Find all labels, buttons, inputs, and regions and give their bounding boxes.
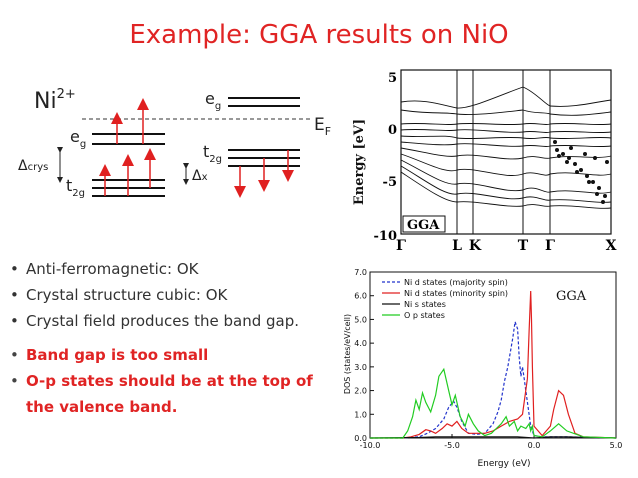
bullet-item: Anti-ferromagnetic: OK [10,258,340,284]
dos-ylabel: DOS (states/eV/cell) [343,314,352,394]
kpoint-label: T [518,238,529,254]
dos-series-line [370,290,617,439]
dos-legend-label: O p states [404,311,445,320]
bullet-item: Crystal structure cubic: OK [10,284,340,310]
bullet-list: Anti-ferromagnetic: OK Crystal structure… [10,258,340,422]
eg-right-label: eg [205,89,221,112]
dos-legend-label: Ni s states [404,300,446,309]
kpoint-label: Γ [396,238,406,254]
energy-level-diagram: Ni2+ EF eg t2g Δcrys eg t2g Δx [18,87,331,199]
eg-left-label: eg [70,127,86,150]
dos-ytick-label: 4.0 [354,339,367,348]
bullet-item: O-p states should be at the top of [10,370,340,396]
dos-xtick-label: -5.0 [444,441,460,450]
dos-ytick-label: 7.0 [354,268,367,277]
band-ytick: -5 [383,175,397,190]
t2g-left-label: t2g [66,176,85,199]
band-legend-box [402,215,446,233]
dos-ytick-label: 3.0 [354,363,367,372]
fermi-label: EF [314,115,331,138]
dos-xtick-label: 0.0 [528,441,541,450]
bullet-item: Band gap is too small [10,344,340,370]
band-ytick: 5 [388,71,397,86]
band-lines [400,86,612,209]
band-structure-plot: Energy [eV] 5 0 -5 -10 GGA Γ L K T Γ X [352,69,617,254]
dos-series-line [370,321,617,439]
kpoint-label: K [469,238,482,254]
dos-legend-label: Ni d states (majority spin) [404,278,508,287]
dos-chart: -10.0 -5.0 0.0 5.00.01.02.03.04.05.06.07.0 … [343,268,623,469]
slide-title: Example: GGA results on NiO [129,20,509,50]
t2g-right-label: t2g [203,142,222,165]
bullet-continuation: the valence band. [26,398,178,416]
dos-ytick-label: 6.0 [354,292,367,301]
dos-ytick-label: 2.0 [354,387,367,396]
dos-series-line [369,436,617,439]
delta-x-label: Δx [192,168,208,184]
dos-ytick-label: 0.0 [354,434,367,443]
band-ylabel: Energy [eV] [352,119,367,205]
dos-tag: GGA [556,289,587,304]
dos-legend-label: Ni d states (minority spin) [404,289,508,298]
band-frame [400,69,612,235]
band-ytick: 0 [388,123,397,138]
dos-xtick-label: 5.0 [610,441,623,450]
band-ytick: -10 [374,229,398,244]
dos-series-line [370,367,617,439]
dos-xtick-label: -10.0 [360,441,381,450]
dos-ytick-label: 1.0 [354,410,367,419]
bullet-item: Crystal field produces the band gap. [10,310,340,336]
band-dots [553,140,609,204]
kpoint-label: X [606,238,617,254]
delta-crys-label: Δcrys [18,158,48,174]
dos-frame [369,271,617,439]
ion-label: Ni2+ [34,87,76,114]
kpoint-label: Γ [545,238,555,254]
kpoint-label: L [452,238,462,254]
band-legend: GGA [407,218,440,233]
dos-xlabel: Energy (eV) [477,459,530,469]
dos-ytick-label: 5.0 [354,315,367,324]
